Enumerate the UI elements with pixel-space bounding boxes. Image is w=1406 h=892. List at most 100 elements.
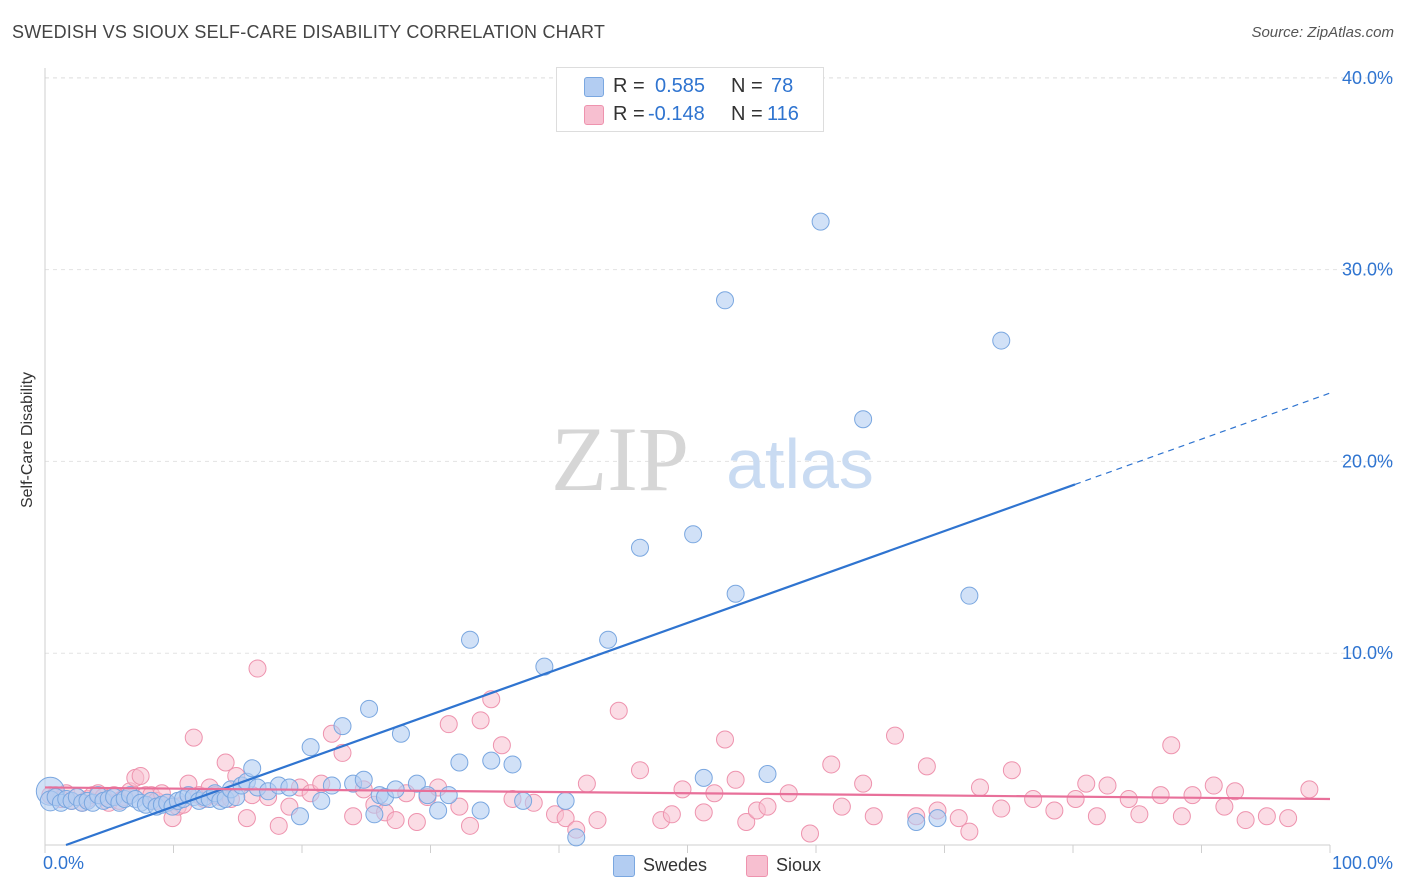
sioux-point (1066, 789, 1085, 808)
stats-box: R = 0.585 N = 78 R = -0.148 N = 116 (556, 67, 824, 132)
x-tick-label: 0.0% (43, 853, 84, 873)
sioux-point (439, 715, 458, 734)
sioux-point (1098, 776, 1117, 795)
sioux-point (1151, 786, 1170, 805)
sioux-point (577, 774, 596, 793)
swedes-point (243, 759, 262, 778)
swedes-point (556, 791, 575, 810)
legend-label-sioux: Sioux (776, 855, 822, 875)
swedes-point (429, 801, 448, 820)
sioux-point (216, 753, 235, 772)
sioux-point (386, 811, 405, 830)
stats-r-value: -0.148 (648, 103, 705, 125)
sioux-point (1300, 780, 1319, 799)
swedes-point (333, 717, 352, 736)
sioux-point (673, 780, 692, 799)
swedes-point (726, 584, 745, 603)
stats-n-label: N = (731, 75, 763, 97)
swedes-point (407, 774, 426, 793)
swedes-point (280, 778, 299, 797)
watermark: ZIP atlas (551, 408, 874, 510)
sioux-point (1119, 789, 1138, 808)
y-tick-label: 30.0% (1342, 260, 1393, 280)
sioux-point (631, 761, 649, 780)
swedes-point (450, 753, 469, 772)
swedes-point (758, 765, 777, 784)
sioux-point (1002, 761, 1021, 780)
swedes-point (599, 630, 618, 649)
sioux-point (1279, 809, 1298, 828)
swedes-point (960, 586, 979, 605)
sioux-point (609, 701, 628, 720)
sioux-point (1215, 797, 1234, 816)
swedes-point (322, 776, 341, 795)
stats-n-value: 116 (767, 103, 799, 125)
trendlines (44, 391, 1333, 847)
sioux-point (450, 797, 469, 816)
swedes-point (365, 805, 384, 824)
swedes-series (35, 212, 1011, 847)
sioux-point (1183, 786, 1202, 805)
swedes-point (386, 780, 405, 799)
swedes-point (567, 828, 586, 847)
sioux-point (1087, 807, 1106, 826)
stats-n-value: 78 (771, 75, 794, 97)
swedes-point (312, 791, 331, 810)
sioux-point (492, 736, 511, 755)
sioux-point (248, 659, 267, 678)
x-tick-label: 100.0% (1332, 853, 1393, 873)
sioux-point (864, 807, 883, 826)
swedes-point (418, 786, 437, 805)
swedes-trendline-extension (1074, 391, 1333, 485)
sioux-point (1236, 811, 1255, 830)
sioux-point (344, 807, 363, 826)
gridlines (45, 77, 1393, 654)
tick-labels: 10.0% 20.0% 30.0% 40.0% 0.0% 100.0% (43, 68, 1393, 873)
sioux-point (662, 805, 681, 824)
swedes-point (461, 630, 479, 649)
legend-swatch-swedes (613, 855, 635, 877)
sioux-point (801, 824, 819, 843)
sioux-point (917, 757, 936, 776)
swedes-point (503, 755, 522, 774)
sioux-point (726, 770, 745, 789)
sioux-point (407, 812, 426, 831)
stats-n-label: N = (731, 103, 763, 125)
sioux-point (1077, 774, 1096, 793)
swedes-point (694, 768, 713, 787)
swedes-trendline (65, 483, 1076, 847)
sioux-point (758, 797, 777, 816)
sioux-point (854, 774, 873, 793)
sioux-point (737, 812, 756, 831)
sioux-point (184, 728, 203, 747)
sioux-point (237, 809, 256, 828)
sioux-point (949, 809, 968, 828)
stats-r-label: R = (613, 75, 645, 97)
sioux-point (1024, 789, 1043, 808)
sioux-point (694, 803, 713, 822)
swedes-point (354, 770, 373, 789)
sioux-point (1045, 801, 1064, 820)
stats-swatch-swedes (584, 77, 604, 97)
swedes-point (471, 801, 490, 820)
sioux-point (716, 730, 734, 749)
watermark-atlas: atlas (726, 425, 874, 503)
legend-label-swedes: Swedes (643, 855, 708, 875)
chart-title: SWEDISH VS SIOUX SELF-CARE DISABILITY CO… (12, 22, 606, 42)
sioux-point (269, 816, 288, 835)
sioux-point (461, 816, 479, 835)
swedes-point (992, 331, 1011, 350)
swedes-point (439, 786, 458, 805)
sioux-point (1257, 807, 1276, 826)
swedes-point (482, 751, 501, 770)
watermark-zip: ZIP (551, 408, 689, 510)
sioux-point (832, 797, 851, 816)
swedes-point (301, 738, 320, 757)
swedes-point (631, 538, 649, 557)
legend-swatch-sioux (746, 855, 768, 877)
legend: Swedes Sioux (0, 852, 1406, 878)
swedes-point (907, 812, 926, 831)
sioux-point (822, 755, 841, 774)
sioux-point (971, 778, 989, 797)
